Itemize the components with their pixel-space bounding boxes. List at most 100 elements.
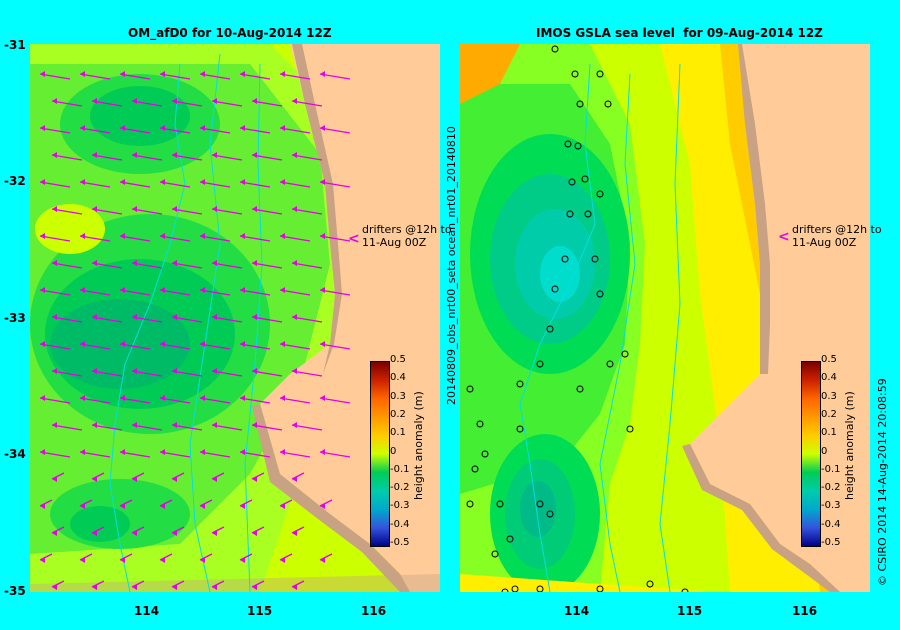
current-arrow-icon: [119, 449, 151, 458]
current-arrow-icon: [199, 71, 231, 80]
current-arrow-icon: [131, 98, 163, 107]
current-arrow-icon: [131, 368, 163, 377]
current-arrow-icon: [211, 526, 225, 536]
current-arrow-icon: [39, 179, 71, 188]
x-tick-label: 114: [134, 604, 160, 618]
current-arrow-icon: [131, 314, 163, 323]
current-arrow-icon: [91, 422, 123, 431]
current-arrow-icon: [319, 341, 351, 350]
current-arrow-icon: [251, 368, 283, 377]
current-arrow-icon: [319, 395, 351, 404]
current-arrow-icon: [251, 206, 283, 215]
drifter-point-icon: [466, 500, 474, 508]
y-tick-label: -35: [4, 584, 26, 598]
current-arrow-icon: [131, 422, 163, 431]
current-arrow-icon: [171, 526, 185, 536]
current-arrow-icon: [131, 526, 145, 536]
current-arrow-icon: [159, 395, 191, 404]
current-arrow-icon: [251, 260, 283, 269]
current-arrow-icon: [251, 152, 283, 161]
current-arrow-icon: [199, 287, 231, 296]
drifter-point-icon: [564, 140, 572, 148]
drifter-point-icon: [568, 178, 576, 186]
current-arrow-icon: [159, 499, 173, 509]
current-arrow-icon: [279, 449, 311, 458]
colorbar-tick-label: 0.4: [821, 372, 837, 384]
colorbar-tick-label: -0.2: [821, 482, 841, 494]
current-arrow-icon: [79, 71, 111, 80]
current-arrow-icon: [199, 125, 231, 134]
current-arrow-icon: [171, 206, 203, 215]
current-arrow-icon: [251, 422, 283, 431]
drifter-point-icon: [551, 285, 559, 293]
current-arrow-icon: [51, 152, 83, 161]
current-arrow-icon: [319, 287, 351, 296]
current-arrow-icon: [319, 125, 351, 134]
current-arrow-icon: [291, 472, 305, 482]
current-arrow-icon: [171, 152, 203, 161]
drifter-point-icon: [546, 325, 554, 333]
current-arrow-icon: [39, 341, 71, 350]
current-arrow-icon: [79, 233, 111, 242]
left-drifter-note: drifters @12h to 11-Aug 00Z: [362, 223, 452, 249]
current-arrow-icon: [239, 499, 253, 509]
current-arrow-icon: [319, 449, 351, 458]
colorbar-tick-label: -0.4: [821, 518, 841, 530]
colorbar-tick-label: 0: [821, 445, 828, 457]
drifter-point-icon: [596, 585, 604, 592]
current-arrow-icon: [39, 71, 71, 80]
left-map-title: OM_afD0 for 10-Aug-2014 12Z: [128, 26, 332, 40]
drifter-point-icon: [574, 142, 582, 150]
current-arrow-icon: [211, 422, 243, 431]
drifter-point-icon: [466, 385, 474, 393]
current-arrow-icon: [91, 368, 123, 377]
drifter-points-layer: [466, 45, 689, 592]
current-arrow-icon: [159, 125, 191, 134]
current-arrow-icon: [211, 152, 243, 161]
current-arrow-icon: [251, 314, 283, 323]
colorbar-tick-label: -0.2: [390, 482, 410, 494]
current-arrow-icon: [119, 499, 133, 509]
drifter-point-icon: [546, 510, 554, 518]
current-arrow-icon: [39, 449, 71, 458]
current-arrow-icon: [291, 260, 323, 269]
current-arrow-icon: [291, 368, 323, 377]
colorbar-tick-label: 0.4: [390, 372, 406, 384]
drifter-point-icon: [536, 360, 544, 368]
current-arrow-icon: [119, 287, 151, 296]
colorbar-tick-label: 0.5: [390, 354, 406, 365]
current-arrow-icon: [171, 98, 203, 107]
current-arrow-icon: [79, 125, 111, 134]
current-arrow-icon: [199, 499, 213, 509]
current-arrow-icon: [91, 260, 123, 269]
current-arrow-icon: [51, 526, 65, 536]
current-arrow-icon: [319, 71, 351, 80]
current-arrow-icon: [319, 553, 333, 563]
drifter-point-icon: [566, 210, 574, 218]
colorbar-tick-label: -0.1: [821, 463, 841, 475]
drifter-point-icon: [576, 385, 584, 393]
drifter-point-icon: [576, 100, 584, 108]
right-drifter-note: drifters @12h to 11-Aug 00Z: [792, 223, 882, 249]
current-arrow-icon: [119, 71, 151, 80]
current-arrow-icon: [211, 580, 225, 590]
drifter-point-icon: [481, 450, 489, 458]
current-arrow-icon: [279, 287, 311, 296]
drifter-marker-icon: <: [778, 229, 790, 245]
current-arrow-icon: [79, 449, 111, 458]
current-arrow-icon: [279, 71, 311, 80]
current-arrow-icon: [239, 125, 271, 134]
drifter-point-icon: [511, 585, 519, 592]
current-arrow-icon: [51, 98, 83, 107]
current-arrow-icon: [51, 314, 83, 323]
current-arrow-icon: [51, 206, 83, 215]
drifter-point-icon: [606, 360, 614, 368]
current-arrow-icon: [279, 341, 311, 350]
current-arrow-icon: [159, 553, 173, 563]
drifter-point-icon: [581, 175, 589, 183]
y-tick-label: -33: [4, 311, 26, 325]
current-arrow-icon: [171, 260, 203, 269]
current-arrow-icon: [251, 98, 283, 107]
current-arrow-icon: [159, 233, 191, 242]
current-arrow-icon: [199, 341, 231, 350]
